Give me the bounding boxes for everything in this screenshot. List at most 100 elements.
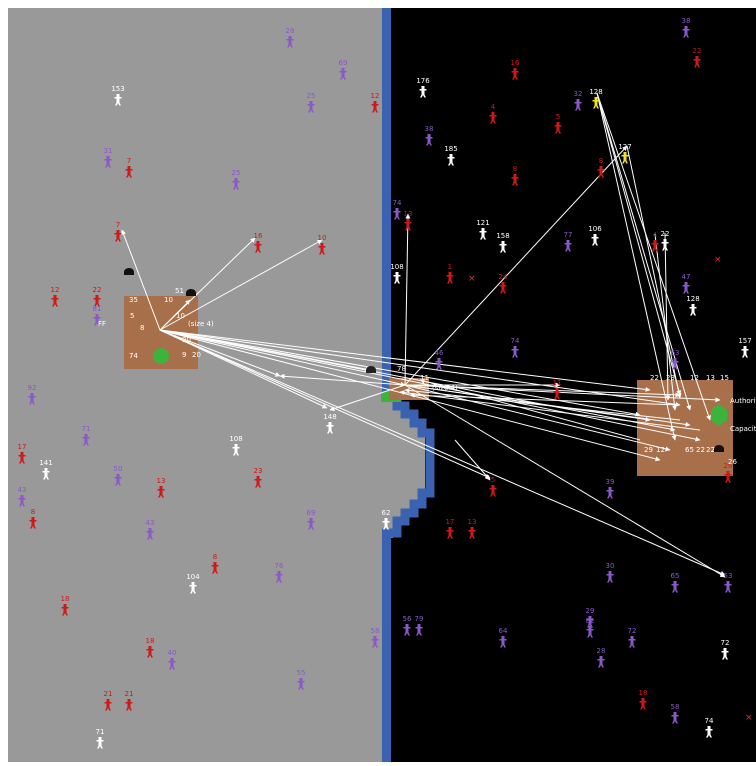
- town-cell-label: 10: [176, 312, 185, 320]
- agent: 17: [446, 518, 454, 539]
- agent: 22: [661, 230, 669, 251]
- town-cell-label: 51: [175, 287, 184, 295]
- agent: 185: [444, 145, 458, 166]
- town-cell-label: 23: [666, 374, 675, 382]
- vehicle-icon: [186, 289, 196, 296]
- person-icon: [114, 474, 122, 486]
- person-icon: [586, 616, 594, 628]
- person-icon: [326, 422, 334, 434]
- agent: 74: [705, 717, 714, 738]
- town-cell-label: 8: [140, 324, 144, 332]
- agent: 39: [606, 478, 614, 499]
- person-icon: [606, 487, 614, 499]
- agent: 158: [496, 232, 510, 253]
- movement-arrow: [404, 145, 628, 386]
- person-icon: [42, 468, 50, 480]
- town-cell-label: 20: [192, 351, 201, 359]
- agent-label: 76: [275, 562, 284, 570]
- agent-label: 69: [307, 509, 316, 517]
- vehicle-icon: [714, 445, 724, 452]
- agent: 108: [390, 263, 404, 284]
- agent: 71: [96, 728, 104, 749]
- agent: 65: [671, 572, 679, 593]
- person-icon: [82, 434, 90, 446]
- agent-label: 23: [254, 467, 263, 475]
- agent: 69: [307, 509, 316, 530]
- movement-arrow: [159, 329, 491, 479]
- agent: 21: [125, 690, 133, 711]
- person-icon: [275, 571, 283, 583]
- agent: 13: [404, 210, 413, 231]
- movement-arrow: [654, 233, 677, 411]
- agent-label: 153: [111, 85, 124, 93]
- agent-label: 50: [114, 465, 123, 473]
- agent-label: 4: [491, 103, 496, 111]
- person-icon: [621, 152, 629, 164]
- agent: 46: [435, 349, 444, 370]
- agent: 38: [425, 125, 433, 146]
- person-icon: [211, 562, 219, 574]
- agent: 47: [682, 273, 691, 294]
- agent-label: 58: [371, 627, 380, 635]
- town-cell-label: 22: [650, 374, 659, 382]
- agent: 17: [18, 443, 26, 464]
- agent: 13: [468, 518, 476, 539]
- agent: 62: [382, 509, 390, 530]
- vehicle-icon: [366, 366, 376, 373]
- movement-arrow: [664, 232, 671, 401]
- person-icon: [189, 582, 197, 594]
- agent-label: 7: [127, 157, 131, 165]
- agent: 121: [476, 219, 490, 240]
- agent-label: 4: [653, 231, 658, 239]
- person-icon: [446, 272, 454, 284]
- person-icon: [592, 97, 600, 109]
- agent: 128: [686, 295, 700, 316]
- agent-label: 25: [232, 169, 241, 177]
- movement-arrow: [454, 439, 491, 481]
- agent-label: 30: [606, 562, 615, 570]
- person-icon: [574, 99, 582, 111]
- town-cell-label: 15: [720, 374, 729, 382]
- person-icon: [693, 56, 701, 68]
- town-cell-label: 35: [129, 296, 138, 304]
- agent: 127: [618, 143, 632, 164]
- town-cell-label: 12: [656, 446, 665, 454]
- agent-label: 28: [597, 647, 606, 655]
- person-icon: [597, 656, 605, 668]
- agent-label: 13: [157, 477, 166, 485]
- cross-marker: ×: [714, 255, 722, 265]
- person-icon: [682, 26, 690, 38]
- town-cell-label: 78: [397, 365, 406, 373]
- person-icon: [586, 626, 594, 638]
- agent: 18: [61, 595, 69, 616]
- movement-arrow: [159, 329, 681, 407]
- agent: 53: [724, 572, 732, 593]
- movement-arrow: [279, 373, 406, 386]
- person-icon: [435, 358, 443, 370]
- person-icon: [297, 678, 305, 690]
- agent: 38: [682, 17, 690, 38]
- agent-label: 63: [671, 349, 680, 357]
- agent-label: 13: [404, 210, 413, 218]
- agent: 108: [229, 435, 243, 456]
- town-cell-label: 22: [706, 446, 715, 454]
- agent: 8: [511, 165, 519, 186]
- person-icon: [382, 518, 390, 530]
- agent: 71: [82, 425, 90, 446]
- agent-label: 157: [738, 337, 751, 345]
- movement-arrow: [159, 299, 191, 331]
- agent-label: 16: [254, 232, 263, 240]
- agent: 141: [39, 459, 53, 480]
- person-icon: [705, 726, 713, 738]
- person-icon: [651, 240, 659, 252]
- person-icon: [93, 314, 101, 326]
- agent-label: 47: [682, 273, 691, 281]
- agent-label: 185: [444, 145, 457, 153]
- agent-label: 8: [513, 165, 517, 173]
- agent: 12: [51, 286, 59, 307]
- agent-label: 141: [39, 459, 52, 467]
- agent-label: 25: [307, 92, 316, 100]
- person-icon: [628, 636, 636, 648]
- movement-arrow: [596, 92, 711, 421]
- agent-label: 69: [339, 59, 348, 67]
